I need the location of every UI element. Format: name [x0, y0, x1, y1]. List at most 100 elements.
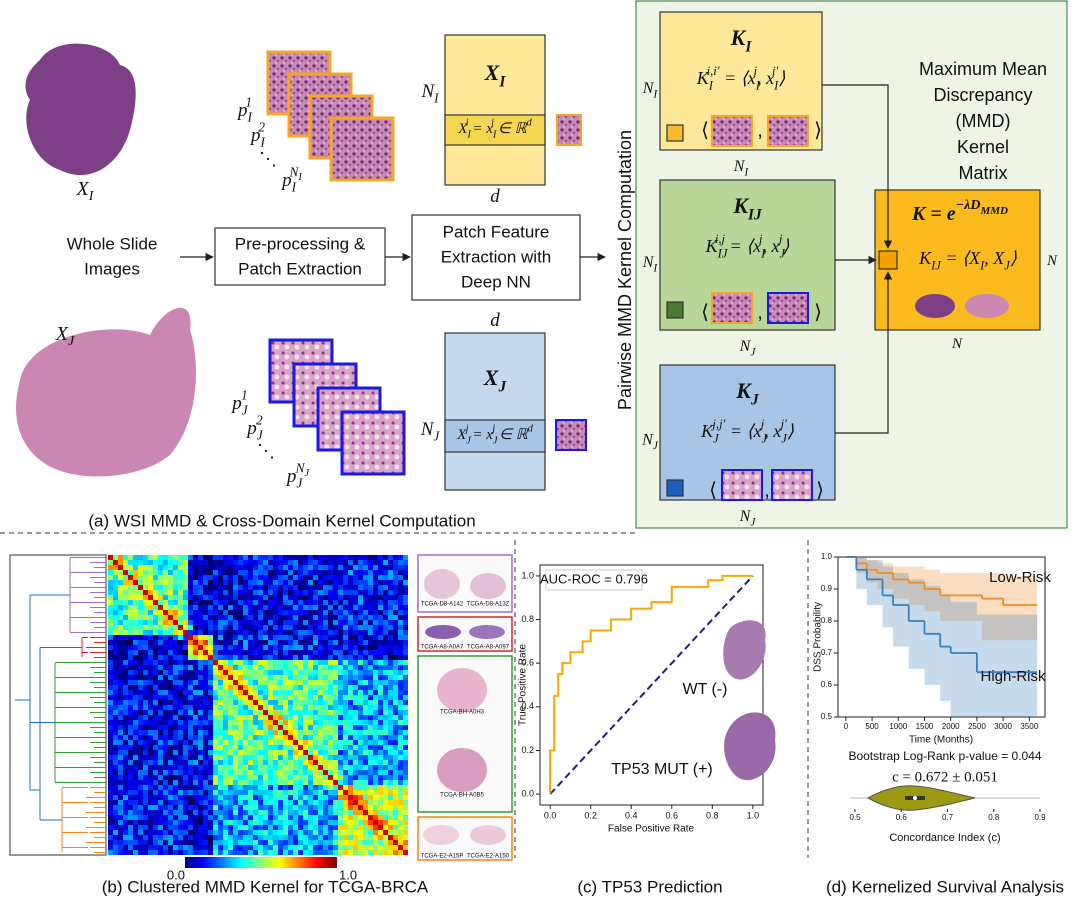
heat-cell — [283, 815, 288, 820]
heat-cell — [378, 765, 383, 770]
heat-cell — [228, 645, 233, 650]
heat-cell — [348, 690, 353, 695]
heat-cell — [138, 825, 143, 830]
heat-cell — [363, 775, 368, 780]
heat-cell — [393, 795, 398, 800]
heat-cell — [263, 600, 268, 605]
heat-cell — [298, 825, 303, 830]
heat-cell — [268, 670, 273, 675]
heat-cell — [383, 725, 388, 730]
heat-cell — [398, 715, 403, 720]
heat-cell — [403, 585, 408, 590]
math-part: ∈ ℝ — [494, 121, 528, 137]
heat-cell — [253, 835, 258, 840]
heat-cell — [333, 710, 338, 715]
heat-cell — [258, 650, 263, 655]
heat-cell — [188, 830, 193, 835]
heat-cell — [163, 560, 168, 565]
heat-cell — [148, 690, 153, 695]
heat-cell — [313, 785, 318, 790]
heat-cell — [403, 755, 408, 760]
heat-cell — [328, 630, 333, 635]
heat-cell — [148, 595, 153, 600]
heat-cell — [298, 685, 303, 690]
math-part: = x — [469, 427, 494, 443]
heat-cell — [278, 755, 283, 760]
heat-cell — [128, 755, 133, 760]
heat-cell — [253, 555, 258, 560]
heat-cell — [368, 580, 373, 585]
heat-cell — [268, 590, 273, 595]
heat-cell — [133, 720, 138, 725]
heat-cell — [198, 585, 203, 590]
heat-cell — [403, 615, 408, 620]
heat-cell — [253, 730, 258, 735]
heat-cell — [183, 645, 188, 650]
heat-cell — [258, 690, 263, 695]
heat-cell — [243, 565, 248, 570]
heat-cell — [218, 565, 223, 570]
heat-cell — [173, 665, 178, 670]
heat-cell — [253, 720, 258, 725]
heat-cell — [128, 660, 133, 665]
heat-cell — [138, 805, 143, 810]
heat-cell — [243, 775, 248, 780]
heat-cell — [188, 845, 193, 850]
heat-cell — [333, 555, 338, 560]
heat-cell — [118, 775, 123, 780]
heat-cell — [253, 765, 258, 770]
kernel-cell — [879, 251, 897, 269]
heat-cell — [218, 600, 223, 605]
heat-cell — [113, 805, 118, 810]
heat-cell — [148, 610, 153, 615]
heat-cell — [313, 815, 318, 820]
heat-cell — [288, 750, 293, 755]
heat-cell — [188, 835, 193, 840]
heat-cell — [233, 565, 238, 570]
heat-cell — [293, 635, 298, 640]
heat-cell — [258, 755, 263, 760]
heat-cell — [108, 685, 113, 690]
heat-cell — [293, 785, 298, 790]
heat-cell — [153, 665, 158, 670]
heat-cell — [263, 730, 268, 735]
heat-cell — [278, 585, 283, 590]
heat-cell — [338, 770, 343, 775]
heat-cell — [153, 845, 158, 850]
heat-cell — [193, 800, 198, 805]
heat-cell — [253, 650, 258, 655]
heat-cell — [168, 715, 173, 720]
heat-cell — [288, 620, 293, 625]
heat-cell — [338, 785, 343, 790]
heat-cell — [263, 790, 268, 795]
heat-cell — [158, 765, 163, 770]
heat-cell — [383, 830, 388, 835]
heat-cell — [393, 615, 398, 620]
bracket: ⟩ — [814, 301, 822, 323]
heat-cell — [123, 735, 128, 740]
heat-cell — [173, 575, 178, 580]
heat-cell — [298, 815, 303, 820]
heat-cell — [233, 815, 238, 820]
heat-cell — [388, 765, 393, 770]
heat-cell — [398, 800, 403, 805]
heat-cell — [183, 630, 188, 635]
heat-cell — [368, 770, 373, 775]
heat-cell — [273, 845, 278, 850]
heat-cell — [178, 710, 183, 715]
heat-cell — [188, 615, 193, 620]
heat-cell — [373, 680, 378, 685]
heat-cell — [208, 715, 213, 720]
heat-cell — [173, 690, 178, 695]
heat-cell — [193, 805, 198, 810]
heat-cell — [258, 735, 263, 740]
heat-cell — [183, 785, 188, 790]
heat-cell — [338, 680, 343, 685]
heat-cell — [313, 770, 318, 775]
heat-cell — [258, 620, 263, 625]
heat-cell — [238, 645, 243, 650]
label: Pre-processing & — [235, 234, 366, 253]
heat-cell — [343, 610, 348, 615]
heat-cell — [278, 635, 283, 640]
heat-cell — [173, 740, 178, 745]
